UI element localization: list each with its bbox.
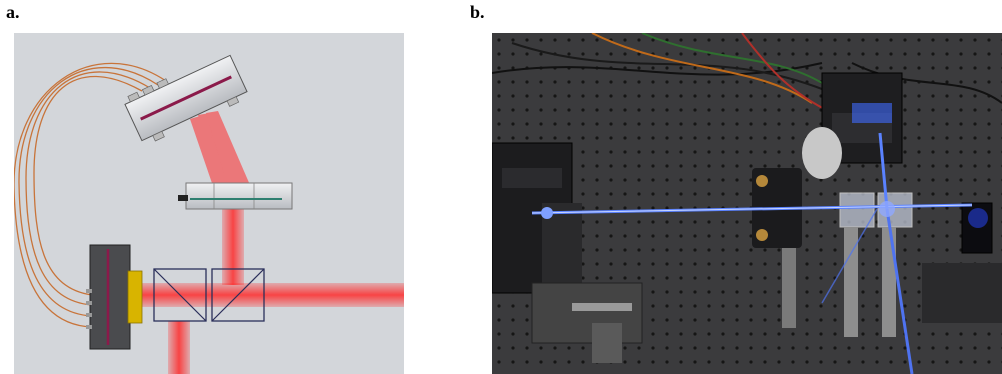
beamsplitter-cube-2 [211,268,265,322]
beam-fan [190,111,250,189]
cables [492,33,1002,114]
beam-vertical-upper [222,185,244,285]
beamsplitter-cube-1 [153,268,207,322]
panel-b-label: b. [470,2,485,22]
beamsplitter-cubes-photo [839,192,913,337]
beam-horizontal [129,283,404,307]
right-detector [922,202,1002,323]
panel-b-photo [492,33,1002,374]
photo-svg [492,33,1002,374]
schematic-svg [14,54,404,374]
panel-a-label: a. [6,2,20,22]
filter-module [178,182,293,210]
beam-vertical-lower [168,321,190,374]
detector-block [86,244,143,350]
camera-block [492,142,643,363]
fiber-array-block [124,54,248,142]
optical-fibers [14,62,167,328]
laser-beams [531,103,973,374]
panel-a-schematic [14,33,404,374]
